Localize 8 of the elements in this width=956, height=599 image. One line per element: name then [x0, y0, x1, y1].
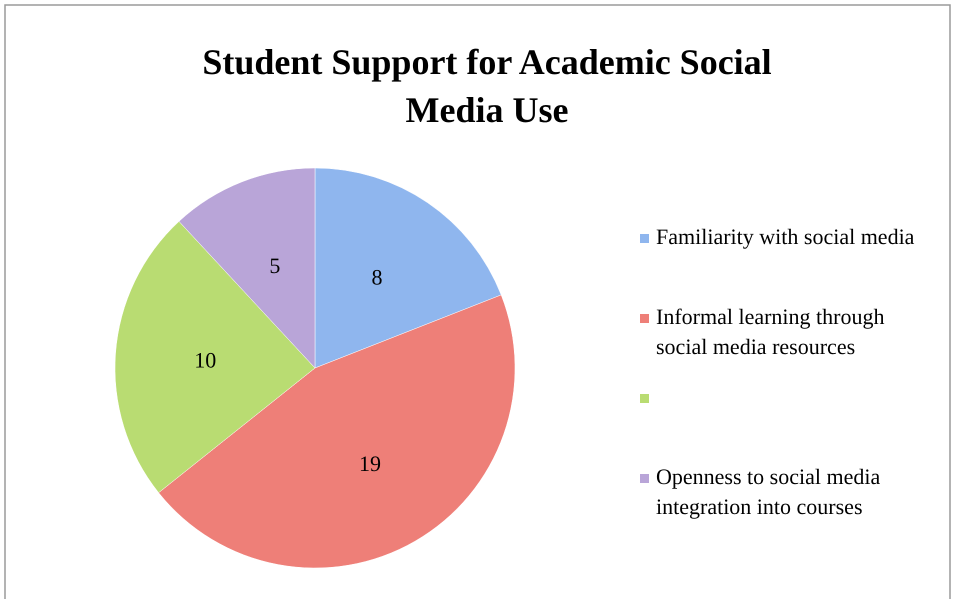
data-label: 8: [371, 264, 382, 290]
data-label: 19: [359, 450, 381, 476]
legend-label: Informal learning through social media resources: [656, 304, 884, 359]
chart-title: Student Support for Academic Social Media Use: [202, 42, 772, 130]
legend-label: Familiarity with social media: [656, 224, 915, 249]
data-label: 10: [194, 347, 216, 372]
data-label: 5: [269, 253, 280, 278]
legend-label: Openness to social media integration into courses: [656, 464, 880, 519]
